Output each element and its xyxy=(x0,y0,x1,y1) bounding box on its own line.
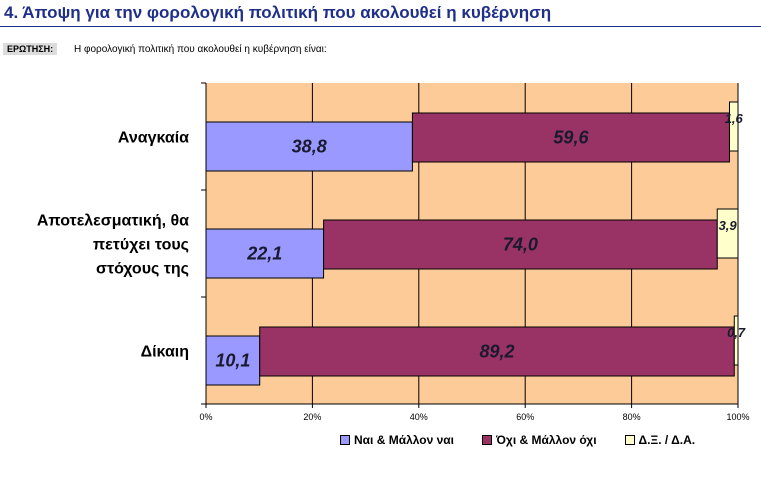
legend-item-dk: Δ.Ξ. / Δ.Α. xyxy=(624,433,696,447)
x-tick-label: 20% xyxy=(303,412,321,422)
data-label: 22,1 xyxy=(246,244,282,264)
category-label: Δίκαιη xyxy=(141,344,189,361)
bar-segment xyxy=(205,335,261,386)
data-label: 3,9 xyxy=(719,218,738,233)
data-label: 89,2 xyxy=(479,342,514,362)
x-tick-label: 80% xyxy=(623,412,641,422)
category-label: Αναγκαία xyxy=(118,130,189,147)
category-label: στόχους της xyxy=(96,261,189,278)
data-label: 0,7 xyxy=(727,325,746,340)
data-label: 10,1 xyxy=(215,351,250,371)
x-tick-label: 60% xyxy=(516,412,534,422)
data-label: 38,8 xyxy=(292,137,327,157)
bar-segment xyxy=(716,208,739,259)
legend-label-yes: Ναι & Μάλλον ναι xyxy=(354,433,455,447)
data-label: 1,6 xyxy=(725,111,744,126)
x-tick-label: 100% xyxy=(726,412,749,422)
legend-label-no: Όχι & Μάλλον όχι xyxy=(496,433,597,447)
x-tick-label: 0% xyxy=(199,412,212,422)
legend-label-dk: Δ.Ξ. / Δ.Α. xyxy=(638,433,696,447)
bar-segment xyxy=(323,219,718,270)
bar-segment xyxy=(411,112,730,163)
legend-swatch-dk xyxy=(624,435,635,445)
category-label: Αποτελεσματική, θα xyxy=(37,213,189,230)
title-divider xyxy=(0,26,761,27)
page-title: 4. Άποψη για την φορολογική πολιτική που… xyxy=(4,3,552,22)
data-label: 74,0 xyxy=(503,235,538,255)
legend-swatch-no xyxy=(482,435,493,445)
legend-item-yes: Ναι & Μάλλον ναι xyxy=(340,433,454,447)
data-label: 59,6 xyxy=(553,128,589,148)
chart-legend: Ναι & Μάλλον ναι Όχι & Μάλλον όχι Δ.Ξ. /… xyxy=(340,433,695,447)
question-text: Η φορολογική πολιτική που ακολουθεί η κυ… xyxy=(74,44,327,55)
legend-item-no: Όχι & Μάλλον όχι xyxy=(482,433,597,447)
bar-segment xyxy=(728,101,739,152)
bar-segment xyxy=(205,228,325,279)
x-tick-label: 40% xyxy=(410,412,428,422)
legend-swatch-yes xyxy=(340,435,350,445)
question-tag: ΕΡΩΤΗΣΗ: xyxy=(3,43,58,55)
bar-segment xyxy=(733,315,739,366)
category-label: πετύχει τους xyxy=(93,237,189,254)
